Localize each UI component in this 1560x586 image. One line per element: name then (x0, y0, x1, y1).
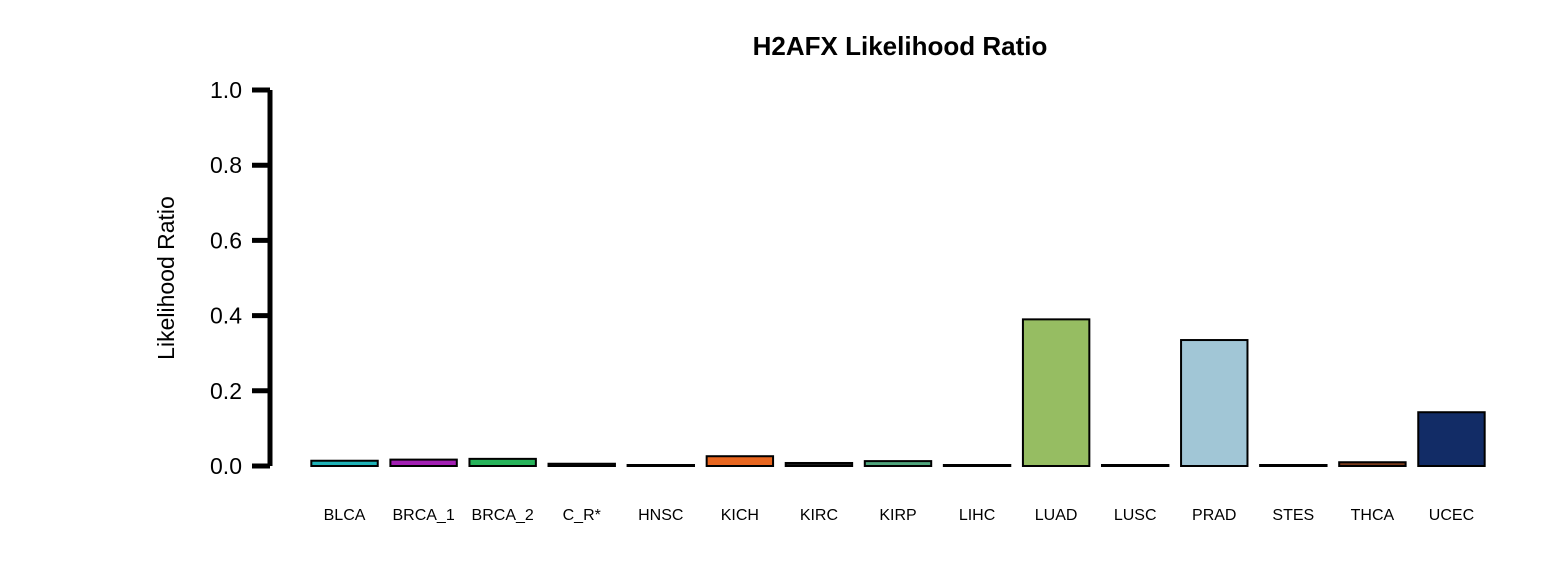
x-tick-label: STES (1272, 507, 1314, 524)
bar-brca-2 (468, 457, 537, 467)
x-tick-label: THCA (1351, 507, 1395, 524)
x-tick-label: BRCA_1 (392, 507, 454, 524)
bar-prad (1180, 339, 1249, 468)
y-tick-label: 0.4 (210, 303, 242, 329)
y-tick-label: 1.0 (210, 77, 242, 103)
bar-stes (1259, 464, 1328, 467)
bar-brca-1 (389, 458, 458, 468)
bar-kich (705, 455, 775, 467)
x-tick-label: KICH (721, 507, 759, 524)
x-tick-label: BRCA_2 (472, 507, 534, 524)
bar-kirc (784, 461, 854, 468)
bar-lihc (942, 464, 1012, 467)
x-tick-label: LUSC (1114, 507, 1157, 524)
x-tick-label: LUAD (1035, 507, 1078, 524)
y-axis-label: Likelihood Ratio (153, 196, 179, 360)
bar-c-r (547, 462, 616, 467)
bar-blca (310, 459, 379, 467)
bar-lusc (1100, 464, 1170, 467)
bars-group (310, 318, 1486, 468)
x-tick-label: C_R* (563, 507, 601, 524)
y-tick-label: 0.8 (210, 152, 242, 178)
bar-hnsc (626, 464, 696, 467)
x-tick-labels: BLCA BRCA_1 BRCA_2 C_R* HNSC KICH KIRC KIRP LIHC… (324, 507, 1475, 524)
bar-ucec (1417, 411, 1486, 467)
chart-title: H2AFX Likelihood Ratio (753, 31, 1048, 61)
y-tick-label: 0.0 (210, 453, 242, 479)
x-tick-label: BLCA (324, 507, 366, 524)
x-tick-label: HNSC (638, 507, 683, 524)
bar-luad (1021, 318, 1091, 467)
x-tick-label: KIRP (879, 507, 916, 524)
bar-thca (1338, 461, 1407, 467)
x-tick-label: LIHC (959, 507, 995, 524)
bar-kirp (863, 460, 933, 467)
x-tick-label: PRAD (1192, 507, 1236, 524)
x-tick-label: UCEC (1429, 507, 1474, 524)
y-axis: 0.0 0.2 0.4 0.6 0.8 1.0 (210, 77, 273, 479)
x-tick-label: KIRC (800, 507, 838, 524)
y-tick-label: 0.2 (210, 378, 242, 404)
y-tick-label: 0.6 (210, 227, 242, 253)
